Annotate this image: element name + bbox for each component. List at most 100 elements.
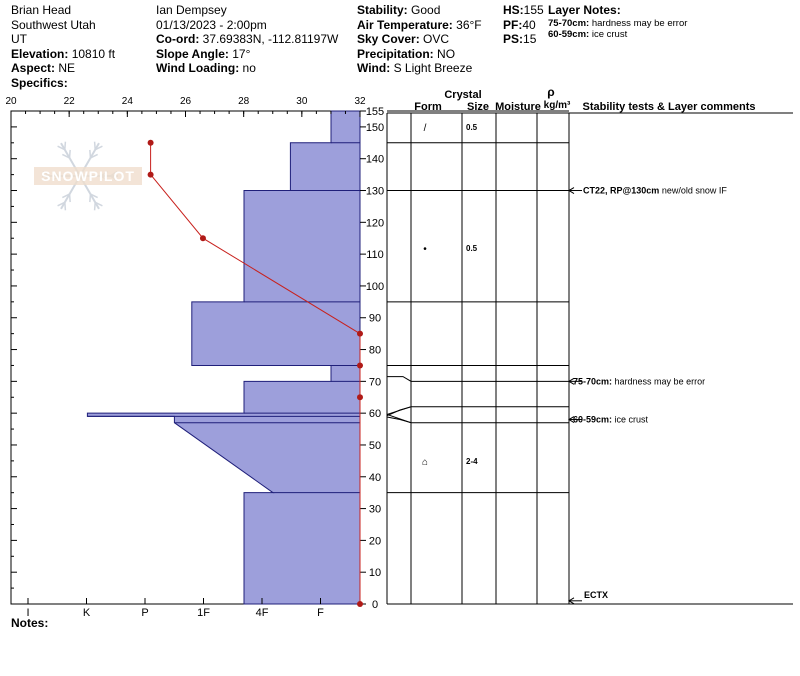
hardness-profile — [86, 110, 361, 605]
height-tick-label: 0 — [372, 599, 378, 611]
coord-value: 37.69383N, -112.81197W — [202, 32, 339, 47]
temperature-point — [357, 362, 363, 369]
comment-detail: hardness may be error — [612, 376, 705, 386]
height-tick-label: 140 — [366, 154, 384, 166]
comment-label: CT22, RP@130cm — [583, 186, 659, 196]
snowflake-branch — [90, 153, 98, 159]
specifics-label: Specifics: — [11, 75, 68, 90]
height-tick-label: 30 — [369, 504, 381, 516]
crystal-header: Crystal — [444, 89, 481, 101]
temperature-point — [357, 394, 363, 401]
region-name: Southwest Utah — [11, 17, 96, 32]
observation-datetime: 01/13/2023 - 2:00pm — [156, 17, 267, 32]
comment-label: ECTX — [584, 590, 608, 600]
snowflake-branch — [64, 141, 67, 150]
snowflake-arm — [79, 142, 100, 177]
snowflake-branch — [100, 175, 108, 182]
temperature-point — [147, 171, 154, 178]
specifics-row: Specifics: — [11, 76, 115, 91]
comment-text: ECTX — [584, 590, 608, 600]
layer-boundary-line — [386, 413, 569, 424]
comments-header: Stability tests & Layer comments — [582, 101, 755, 113]
height-tick-label: 60 — [369, 408, 381, 420]
snowflake-branch — [52, 170, 60, 177]
snowflake-branch — [62, 193, 70, 199]
hs-value: 155 — [523, 3, 544, 17]
snowflake-branch — [42, 175, 51, 182]
comment-label: 75-70cm: — [573, 376, 612, 386]
slope-label: Slope Angle: — [156, 46, 229, 61]
location-block: Brian Head Southwest Utah UT Elevation: … — [11, 3, 115, 91]
air-temp-label: Air Temperature: — [357, 17, 453, 32]
comment-arrow — [568, 377, 575, 385]
sky-cover-row: Sky Cover: OVC — [357, 32, 482, 47]
snowflake-branch — [89, 194, 92, 203]
pf-row: PF:40 — [503, 18, 544, 33]
density-symbol: ρ — [547, 85, 554, 99]
wind-label: Wind: — [357, 61, 391, 76]
snowflake-branch — [100, 170, 108, 177]
conditions-block: Stability: Good Air Temperature: 36°F Sk… — [357, 3, 482, 76]
state-name: UT — [11, 32, 27, 47]
snowflake-branch — [68, 194, 71, 203]
elevation-value: 10810 ft — [71, 46, 116, 61]
stability-row: Stability: Good — [357, 3, 482, 18]
comment-arrow — [568, 416, 575, 423]
logo-band — [34, 167, 142, 185]
snowflake-branch — [93, 141, 96, 150]
snowpilot-logo: SNOWPILOT — [34, 141, 142, 211]
height-tick-label: 70 — [369, 376, 381, 388]
comment-text: 75-70cm: hardness may be error — [573, 376, 705, 386]
temperature-tick-label: 24 — [122, 96, 134, 107]
height-tick-label: 40 — [369, 472, 381, 484]
stability-value: Good — [411, 3, 441, 17]
size-header: Size — [467, 101, 489, 113]
snowflake-branch — [68, 149, 71, 158]
snowflake-branch — [62, 153, 70, 159]
height-tick-label: 20 — [369, 535, 381, 547]
precip-row: Precipitation: NO — [357, 47, 482, 62]
comment-detail: ice crust — [612, 415, 649, 425]
temperature-point — [147, 139, 154, 146]
hs-label: HS: — [503, 3, 524, 17]
temperature-tick-label: 22 — [64, 96, 76, 107]
stability-label: Stability: — [357, 3, 408, 17]
hardness-tick-label: P — [141, 607, 148, 619]
slope-value: 17° — [232, 46, 251, 61]
snowflake-branch — [94, 201, 103, 207]
snowflake-branch — [57, 201, 66, 207]
height-tick-label: 130 — [366, 186, 384, 198]
temperature-tick-label: 30 — [296, 96, 308, 107]
wind-loading-value: no — [242, 61, 256, 76]
coord-label: Co-ord: — [156, 32, 200, 47]
precip-value: NO — [437, 46, 456, 61]
crystal-size-label: 2-4 — [466, 457, 478, 466]
snowflake-branch — [90, 193, 98, 199]
air-temp-row: Air Temperature: 36°F — [357, 18, 482, 33]
height-tick-label: 100 — [366, 281, 384, 293]
crystal-form-symbol: / — [424, 123, 427, 134]
height-tick-label: 110 — [366, 249, 384, 261]
coord-row: Co-ord: 37.69383N, -112.81197W — [156, 32, 338, 47]
form-header: Form — [414, 101, 442, 113]
location-name: Brian Head — [11, 3, 72, 17]
snowflake-branch — [93, 202, 96, 211]
snowflake-arm — [60, 175, 81, 210]
height-tick-label: 120 — [366, 217, 384, 229]
snowflake-branch — [109, 170, 118, 177]
aspect-row: Aspect: NE — [11, 61, 115, 76]
crystal-form-symbol: • — [423, 244, 427, 255]
layer-boundary-line — [386, 406, 569, 415]
observer-block: Ian Dempsey 01/13/2023 - 2:00pm Co-ord: … — [156, 3, 338, 76]
layer-notes-title: Layer Notes: — [548, 3, 621, 17]
layer-note-1-range: 75-70cm: — [548, 17, 590, 29]
layer-boundary-line — [387, 376, 569, 382]
precip-label: Precipitation: — [357, 46, 434, 61]
wind-row: Wind: S Light Breeze — [357, 61, 482, 76]
hardness-tick-label: K — [83, 607, 91, 619]
observer-name: Ian Dempsey — [156, 3, 227, 17]
air-temp-value: 36°F — [456, 17, 482, 32]
temperature-tick-label: 26 — [180, 96, 192, 107]
